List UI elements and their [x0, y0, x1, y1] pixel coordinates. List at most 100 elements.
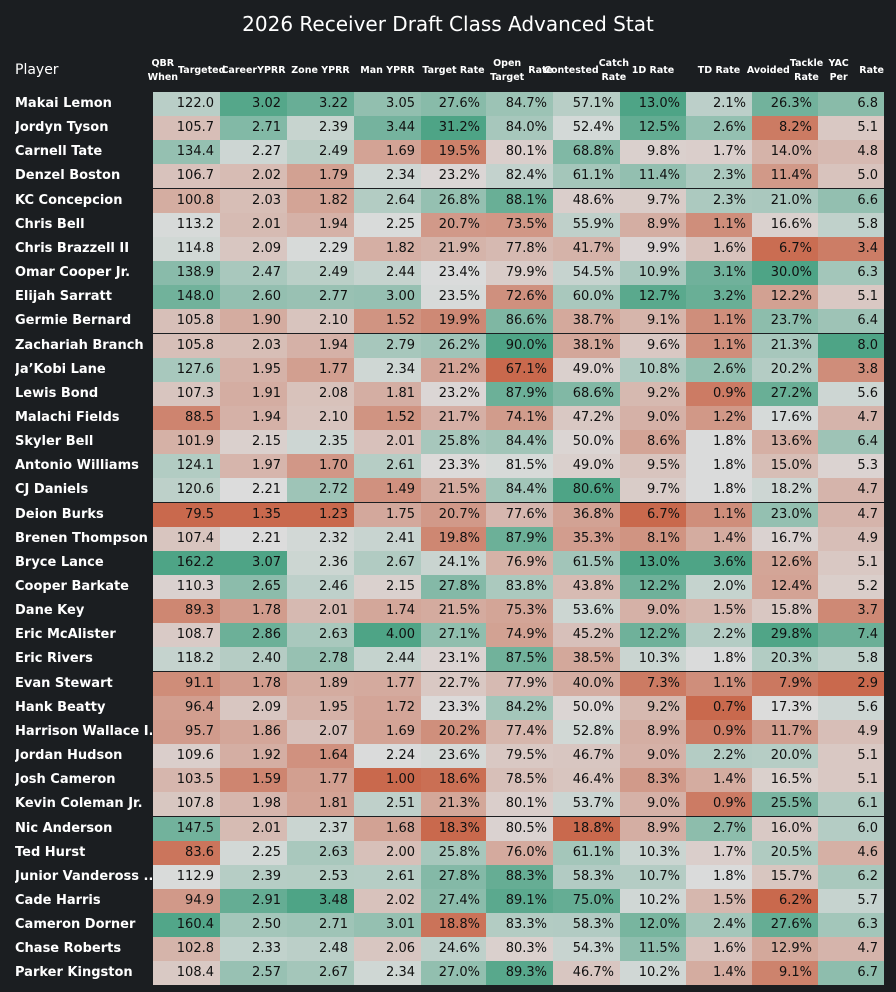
- cell-eric-rivers-td-rate: 1.8%: [686, 647, 752, 672]
- cell-elijah-sarratt-first-down-rate: 12.7%: [620, 285, 686, 310]
- cell-denzel-boston-first-down-rate: 11.4%: [620, 164, 686, 189]
- cell-carnell-tate-zone-yprr: 2.49: [287, 140, 354, 165]
- cell-antonio-williams-contested-catch-rate: 49.0%: [553, 454, 620, 479]
- player-name-nic-anderson: Nic Anderson: [15, 820, 113, 836]
- cell-dane-key-open-target-rate: 75.3%: [486, 599, 553, 624]
- cell-josh-cameron-td-rate: 1.4%: [686, 768, 752, 793]
- cell-parker-kingston-target-rate: 27.0%: [421, 961, 486, 986]
- cell-dane-key-zone-yprr: 2.01: [287, 599, 354, 624]
- cell-eric-mcalister-contested-catch-rate: 45.2%: [553, 623, 620, 648]
- cell-cooper-barkate-target-rate: 27.8%: [421, 575, 486, 599]
- cell-josh-cameron-target-rate: 18.6%: [421, 768, 486, 793]
- cell-eric-mcalister-zone-yprr: 2.63: [287, 623, 354, 648]
- cell-dane-key-avoided-tackle-rate: 15.8%: [752, 599, 818, 624]
- player-name-ted-hurst: Ted Hurst: [15, 844, 86, 860]
- player-name-lewis-bond: Lewis Bond: [15, 385, 99, 401]
- cell-nic-anderson-td-rate: 2.7%: [686, 816, 752, 841]
- cell-junior-vandeross-target-rate: 27.8%: [421, 864, 486, 889]
- cell-chase-roberts-avoided-tackle-rate: 12.9%: [752, 937, 818, 962]
- column-header-open-target-rate: Open Target Rate: [490, 58, 553, 83]
- cell-evan-stewart-avoided-tackle-rate: 7.9%: [752, 671, 818, 696]
- player-name-cade-harris: Cade Harris: [15, 892, 101, 908]
- chart-title: 2026 Receiver Draft Class Advanced Stat: [242, 12, 654, 36]
- cell-hank-beatty-man-yprr: 1.72: [354, 695, 421, 720]
- cell-kc-concepcion-man-yprr: 2.64: [354, 188, 421, 213]
- cell-hank-beatty-zone-yprr: 1.95: [287, 695, 354, 720]
- cell-lewis-bond-yac-per-rate: 5.6: [818, 381, 884, 406]
- cell-eric-rivers-open-target-rate: 87.5%: [486, 647, 553, 672]
- cell-dane-key-td-rate: 1.5%: [686, 599, 752, 624]
- cell-jordan-hudson-zone-yprr: 1.64: [287, 744, 354, 769]
- cell-brenen-thompson-avoided-tackle-rate: 16.7%: [752, 526, 818, 551]
- cell-kevin-coleman-jr-contested-catch-rate: 53.7%: [553, 792, 620, 817]
- cell-lewis-bond-career-yprr: 1.91: [220, 381, 287, 406]
- cell-omar-cooper-jr-td-rate: 3.1%: [686, 261, 752, 286]
- column-header-target-rate: Target Rate: [422, 65, 485, 76]
- cell-skyler-bell-yac-per-rate: 6.4: [818, 430, 884, 455]
- cell-nic-anderson-career-yprr: 2.01: [220, 816, 287, 841]
- cell-deion-burks-qbr: 79.5: [153, 502, 220, 527]
- cell-omar-cooper-jr-zone-yprr: 2.49: [287, 261, 354, 286]
- cell-malachi-fields-td-rate: 1.2%: [686, 405, 752, 430]
- cell-dane-key-man-yprr: 1.74: [354, 599, 421, 624]
- cell-malachi-fields-target-rate: 21.7%: [421, 405, 486, 430]
- cell-kevin-coleman-jr-target-rate: 21.3%: [421, 792, 486, 817]
- cell-kc-concepcion-contested-catch-rate: 48.6%: [553, 188, 620, 213]
- cell-lewis-bond-first-down-rate: 9.2%: [620, 381, 686, 406]
- cell-chris-brazzell-ii-man-yprr: 1.82: [354, 236, 421, 261]
- cell-cooper-barkate-zone-yprr: 2.46: [287, 575, 354, 599]
- cell-cooper-barkate-open-target-rate: 83.8%: [486, 575, 553, 599]
- cell-lewis-bond-contested-catch-rate: 68.6%: [553, 381, 620, 406]
- cell-eric-rivers-avoided-tackle-rate: 20.3%: [752, 647, 818, 672]
- cell-malachi-fields-yac-per-rate: 4.7: [818, 405, 884, 430]
- cell-jordyn-tyson-target-rate: 31.2%: [421, 116, 486, 141]
- cell-cade-harris-zone-yprr: 3.48: [287, 888, 354, 913]
- cell-denzel-boston-yac-per-rate: 5.0: [818, 164, 884, 189]
- cell-hank-beatty-target-rate: 23.3%: [421, 695, 486, 720]
- player-name-eric-rivers: Eric Rivers: [15, 651, 93, 667]
- cell-eric-mcalister-career-yprr: 2.86: [220, 623, 287, 648]
- cell-parker-kingston-career-yprr: 2.57: [220, 961, 287, 986]
- cell-chase-roberts-first-down-rate: 11.5%: [620, 937, 686, 962]
- cell-cameron-dorner-contested-catch-rate: 58.3%: [553, 913, 620, 938]
- cell-evan-stewart-open-target-rate: 77.9%: [486, 671, 553, 696]
- cell-cooper-barkate-td-rate: 2.0%: [686, 575, 752, 599]
- cell-antonio-williams-man-yprr: 2.61: [354, 454, 421, 479]
- cell-evan-stewart-man-yprr: 1.77: [354, 671, 421, 696]
- cell-zachariah-branch-yac-per-rate: 8.0: [818, 333, 884, 358]
- cell-jordyn-tyson-yac-per-rate: 5.1: [818, 116, 884, 141]
- cell-omar-cooper-jr-yac-per-rate: 6.3: [818, 261, 884, 286]
- player-name-kc-concepcion: KC Concepcion: [15, 192, 123, 208]
- cell-makai-lemon-yac-per-rate: 6.8: [818, 92, 884, 116]
- cell-brenen-thompson-open-target-rate: 87.9%: [486, 526, 553, 551]
- cell-chris-bell-qbr: 113.2: [153, 212, 220, 237]
- cell-germie-bernard-open-target-rate: 86.6%: [486, 309, 553, 334]
- cell-deion-burks-contested-catch-rate: 36.8%: [553, 502, 620, 527]
- cell-harrison-wallace-i-contested-catch-rate: 52.8%: [553, 719, 620, 744]
- cell-nic-anderson-contested-catch-rate: 18.8%: [553, 816, 620, 841]
- cell-deion-burks-yac-per-rate: 4.7: [818, 502, 884, 527]
- cell-junior-vandeross-contested-catch-rate: 58.3%: [553, 864, 620, 889]
- column-header-career-yprr: Career YPRR: [221, 65, 286, 76]
- cell-bryce-lance-open-target-rate: 76.9%: [486, 550, 553, 575]
- cell-chris-bell-career-yprr: 2.01: [220, 212, 287, 237]
- cell-evan-stewart-contested-catch-rate: 40.0%: [553, 671, 620, 696]
- cell-skyler-bell-contested-catch-rate: 50.0%: [553, 430, 620, 455]
- cell-cade-harris-man-yprr: 2.02: [354, 888, 421, 913]
- player-name-carnell-tate: Carnell Tate: [15, 144, 103, 160]
- cell-bryce-lance-target-rate: 24.1%: [421, 550, 486, 575]
- cell-zachariah-branch-career-yprr: 2.03: [220, 333, 287, 358]
- cell-kc-concepcion-open-target-rate: 88.1%: [486, 188, 553, 213]
- cell-harrison-wallace-i-zone-yprr: 2.07: [287, 719, 354, 744]
- cell-skyler-bell-zone-yprr: 2.35: [287, 430, 354, 455]
- cell-malachi-fields-man-yprr: 1.52: [354, 405, 421, 430]
- cell-jordan-hudson-yac-per-rate: 5.1: [818, 744, 884, 769]
- player-name-eric-mcalister: Eric McAlister: [15, 627, 116, 643]
- cell-ja-kobi-lane-contested-catch-rate: 49.0%: [553, 357, 620, 382]
- cell-ted-hurst-target-rate: 25.8%: [421, 840, 486, 865]
- cell-germie-bernard-target-rate: 19.9%: [421, 309, 486, 334]
- cell-hank-beatty-open-target-rate: 84.2%: [486, 695, 553, 720]
- cell-chris-brazzell-ii-yac-per-rate: 3.4: [818, 236, 884, 261]
- cell-ja-kobi-lane-td-rate: 2.6%: [686, 357, 752, 382]
- cell-brenen-thompson-td-rate: 1.4%: [686, 526, 752, 551]
